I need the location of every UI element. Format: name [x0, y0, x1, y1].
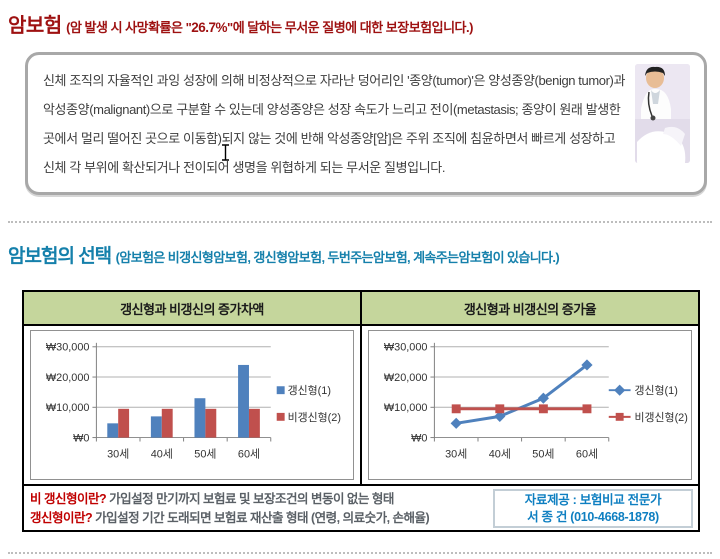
contact-phone: 서 종 건 (010-4668-1878) — [527, 509, 659, 524]
intro-box: 신체 조직의 자율적인 과잉 성장에 의해 비정상적으로 자라난 덩어리인 '종… — [25, 52, 707, 195]
text-cursor-icon — [221, 144, 230, 161]
svg-text:50세: 50세 — [194, 447, 216, 460]
bar-chart-panel: ₩0 ₩10,000 ₩20,000 ₩30,000 30세 40세 50세 60세 갱신형(1… — [30, 330, 354, 480]
table-footer-row: 비 갱신형이란? 가입설정 만기까지 보험료 및 보장조건의 변동이 없는 형태… — [22, 484, 700, 532]
svg-text:₩0: ₩0 — [411, 433, 427, 445]
intro-paragraph: 신체 조직의 자율적인 과잉 성장에 의해 비정상적으로 자라난 덩어리인 '종… — [43, 73, 626, 175]
page-title: 암보험 (암 발생 시 사망확률은 "26.7%"에 달하는 무서운 질병에 대… — [8, 9, 714, 38]
svg-text:60세: 60세 — [238, 447, 260, 460]
svg-text:60세: 60세 — [576, 447, 598, 460]
svg-text:₩0: ₩0 — [73, 433, 89, 445]
svg-text:₩30,000: ₩30,000 — [384, 342, 428, 354]
svg-text:40세: 40세 — [151, 447, 173, 460]
bar-chart-header: 갱신형과 비갱신의 증가차액 — [22, 290, 362, 326]
contact-provider: 자료제공 : 보험비교 전문가 — [524, 492, 662, 507]
line-chart-header: 갱신형과 비갱신의 증가율 — [360, 290, 700, 326]
svg-text:₩10,000: ₩10,000 — [384, 402, 428, 414]
svg-text:₩30,000: ₩30,000 — [46, 342, 90, 354]
svg-text:30세: 30세 — [107, 447, 129, 460]
non-renewal-text: 가입설정 만기까지 보험료 및 보장조건의 변동이 없는 형태 — [109, 492, 394, 506]
svg-text:40세: 40세 — [489, 447, 511, 460]
svg-text:₩20,000: ₩20,000 — [46, 372, 90, 384]
renewal-definition: 갱신형이란? 가입설정 기간 도래되면 보험료 재산출 형태 (연령, 의료숫가… — [30, 509, 430, 528]
svg-text:비갱신형(2): 비갱신형(2) — [635, 411, 688, 424]
dotted-separator-bottom — [8, 552, 712, 554]
table-footer-cell: 비 갱신형이란? 가입설정 만기까지 보험료 및 보장조건의 변동이 없는 형태… — [22, 484, 700, 532]
line-chart-panel: ₩0 ₩10,000 ₩20,000 ₩30,000 30세 40세 50세 60세 갱신형(1… — [368, 330, 692, 480]
chart-row: ₩0 ₩10,000 ₩20,000 ₩30,000 30세 40세 50세 60세 갱신형(1… — [22, 324, 700, 486]
svg-text:비갱신형(2): 비갱신형(2) — [288, 411, 341, 424]
page-title-subtitle: (암 발생 시 사망확률은 "26.7%"에 달하는 무서운 질병에 대한 보장… — [66, 20, 473, 35]
doctor-photo — [635, 64, 690, 163]
svg-text:₩20,000: ₩20,000 — [384, 372, 428, 384]
dotted-separator-top — [8, 221, 712, 223]
non-renewal-definition: 비 갱신형이란? 가입설정 만기까지 보험료 및 보장조건의 변동이 없는 형태 — [30, 490, 429, 509]
bar-chart-svg: ₩0 ₩10,000 ₩20,000 ₩30,000 30세 40세 50세 60세 갱신형(1… — [46, 342, 341, 461]
contact-box: 자료제공 : 보험비교 전문가 서 종 건 (010-4668-1878) — [493, 489, 693, 528]
page-title-text: 암보험 — [8, 15, 62, 37]
renewal-label: 갱신형이란? — [30, 511, 93, 525]
section-subtitle: (암보험은 비갱신형암보험, 갱신형암보험, 두번주는암보험, 계속주는암보험이… — [115, 250, 560, 265]
definitions: 비 갱신형이란? 가입설정 만기까지 보험료 및 보장조건의 변동이 없는 형태… — [30, 490, 430, 528]
line-chart-cell: ₩0 ₩10,000 ₩20,000 ₩30,000 30세 40세 50세 60세 갱신형(1… — [360, 324, 700, 486]
non-renewal-label: 비 갱신형이란? — [30, 492, 107, 506]
svg-text:₩10,000: ₩10,000 — [46, 402, 90, 414]
mortality-rate-value: 26.7% — [191, 20, 228, 35]
svg-text:50세: 50세 — [532, 447, 554, 460]
chart-header-row: 갱신형과 비갱신의 증가차액 갱신형과 비갱신의 증가율 — [22, 290, 700, 326]
svg-text:30세: 30세 — [445, 447, 467, 460]
bar-chart-cell: ₩0 ₩10,000 ₩20,000 ₩30,000 30세 40세 50세 60세 갱신형(1… — [22, 324, 362, 486]
svg-text:갱신형(1): 갱신형(1) — [288, 384, 331, 397]
svg-text:갱신형(1): 갱신형(1) — [635, 384, 678, 397]
line-chart-svg: ₩0 ₩10,000 ₩20,000 ₩30,000 30세 40세 50세 60세 갱신형(1… — [384, 342, 688, 461]
chart-table: 갱신형과 비갱신의 증가차액 갱신형과 비갱신의 증가율 ₩0 ₩10,000 ₩2… — [22, 290, 700, 532]
renewal-text: 가입설정 기간 도래되면 보험료 재산출 형태 (연령, 의료숫가, 손해율) — [95, 511, 430, 525]
section-title: 암보험의 선택 — [8, 246, 112, 267]
section-heading: 암보험의 선택 (암보험은 비갱신형암보험, 갱신형암보험, 두번주는암보험, … — [8, 241, 714, 268]
